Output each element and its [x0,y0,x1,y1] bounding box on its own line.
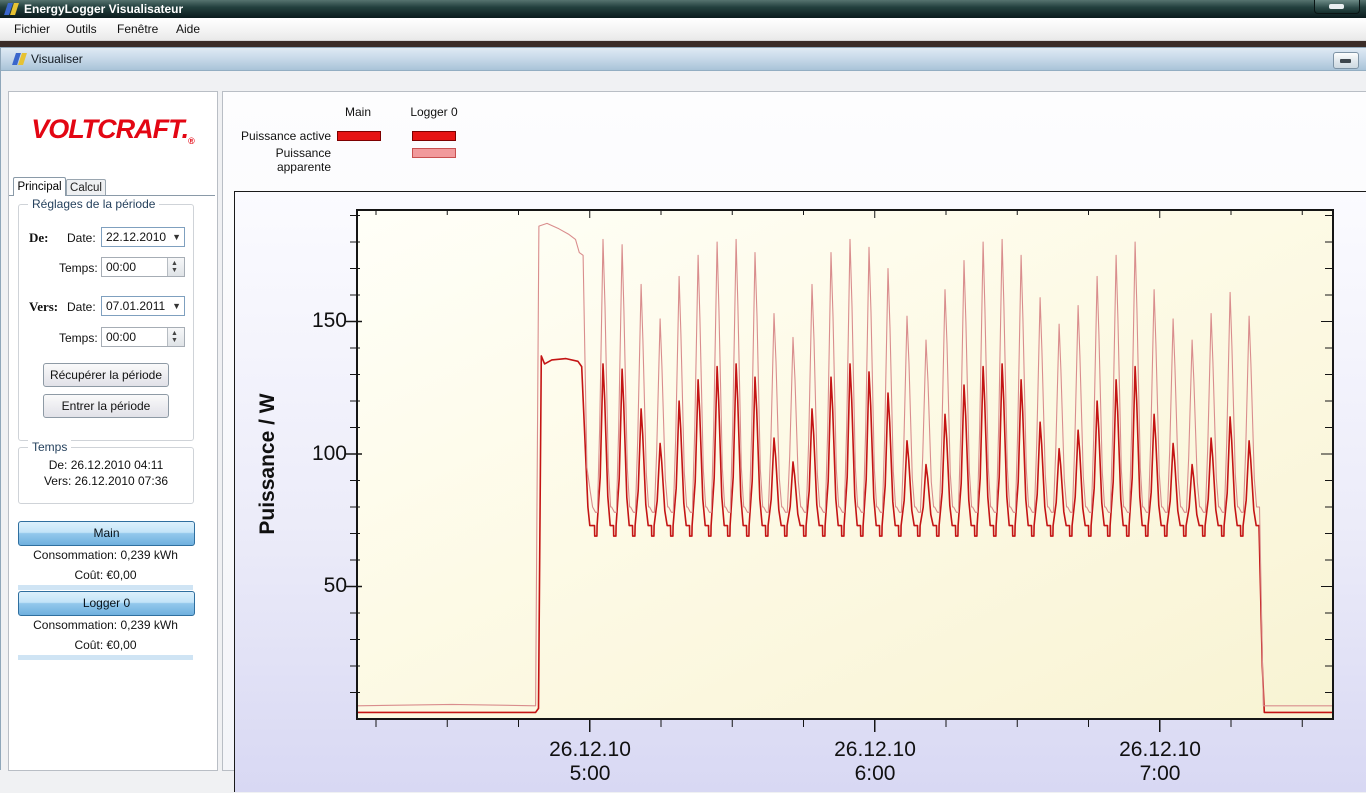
legend-swatch-apparent-logger0 [412,148,456,158]
menu-fenetre[interactable]: Fenêtre [117,22,159,36]
visualiser-title-bar[interactable]: Visualiser [1,48,1366,71]
restore-button[interactable] [1333,52,1359,69]
legend-label-active: Puissance active [240,129,331,143]
chart-panel: Main Logger 0 Puissance active Puissance… [222,91,1366,792]
x-tick-5h: 26.12.10 5:00 [549,738,631,785]
main-consumption: Consommation: 0,239 kWh [33,548,178,562]
to-time-spinner[interactable]: 00:00 ▲ ▼ [101,327,185,347]
tab-calcul[interactable]: Calcul [66,179,106,196]
from-date-label: Date: [67,231,96,245]
logger0-consumption: Consommation: 0,239 kWh [33,618,178,632]
y-tick-50: 50 [323,574,347,597]
title-bar: EnergyLogger Visualisateur [0,0,1366,18]
menu-fichier[interactable]: Fichier [14,22,51,36]
chevron-down-icon: ▼ [172,301,181,311]
visualiser-title: Visualiser [31,52,83,66]
up-arrow-icon: ▲ [171,330,178,337]
tab-divider [9,195,215,196]
divider [18,585,193,590]
from-label: De: [29,230,49,245]
up-arrow-icon: ▲ [171,260,178,267]
x-tick-7h: 26.12.10 7:00 [1119,738,1201,785]
voltcraft-logo-text: VOLTCRAFT [31,114,182,144]
from-date-combobox[interactable]: 22.12.2010 ▼ [101,227,185,247]
fetch-period-button[interactable]: Récupérer la période [43,363,169,387]
y-tick-100: 100 [311,442,347,465]
app-icon [4,3,19,15]
time-to-value: Vers: 26.12.2010 07:36 [43,474,169,488]
time-from-value: De: 26.12.2010 04:11 [48,458,164,472]
menu-outils[interactable]: Outils [66,22,97,36]
main-channel-button[interactable]: Main [18,521,195,546]
to-label: Vers: [29,299,59,314]
chart-canvas [346,209,1334,732]
legend-label-apparent: Puissance apparente [275,146,331,174]
legend-column-main: Main [344,105,371,119]
to-date-label: Date: [67,300,96,314]
from-time-spinner[interactable]: 00:00 ▲ ▼ [101,257,185,277]
restore-icon [1340,59,1351,63]
period-settings-group: Réglages de la période De: Date: 22.12.2… [18,197,194,441]
mdi-background-strip [0,41,1366,47]
y-tick-150: 150 [311,309,347,332]
sidebar-panel: VOLTCRAFT.® Principal Calcul Réglages de… [8,91,218,771]
divider [18,655,193,660]
enter-period-button[interactable]: Entrer la période [43,394,169,418]
chart-control: Puissance / W 150 100 50 26.12.10 5:00 26… [234,191,1366,792]
period-group-title: Réglages de la période [28,197,160,211]
tab-principal[interactable]: Principal [13,177,66,197]
legend-swatch-active-main [337,131,381,141]
x-tick-6h: 26.12.10 6:00 [834,738,916,785]
legend-column-logger0: Logger 0 [410,105,458,119]
time-group-title: Temps [28,440,72,454]
registered-mark: ® [188,136,195,146]
chevron-down-icon: ▼ [172,232,181,242]
down-arrow-icon: ▼ [171,267,178,274]
visualiser-icon [12,53,27,65]
minimize-button[interactable] [1314,0,1360,14]
voltcraft-logo: VOLTCRAFT.® [31,100,195,170]
logger0-cost: Coût: €0,00 [74,638,137,652]
menu-bar: Fichier Outils Fenêtre Aide [0,18,1366,41]
from-time-label: Temps: [59,261,98,275]
time-range-group: Temps De: 26.12.2010 04:11 Vers: 26.12.2… [18,440,194,504]
spinner-buttons[interactable]: ▲ ▼ [167,328,184,346]
chart-plot-area[interactable] [357,210,1333,719]
window-title: EnergyLogger Visualisateur [24,2,184,16]
minimize-icon [1329,4,1344,9]
spinner-buttons[interactable]: ▲ ▼ [167,258,184,276]
to-time-label: Temps: [59,331,98,345]
main-cost: Coût: €0,00 [74,568,137,582]
to-date-combobox[interactable]: 07.01.2011 ▼ [101,296,185,316]
legend-swatch-active-logger0 [412,131,456,141]
logger0-channel-button[interactable]: Logger 0 [18,591,195,616]
down-arrow-icon: ▼ [171,337,178,344]
menu-aide[interactable]: Aide [176,22,201,36]
